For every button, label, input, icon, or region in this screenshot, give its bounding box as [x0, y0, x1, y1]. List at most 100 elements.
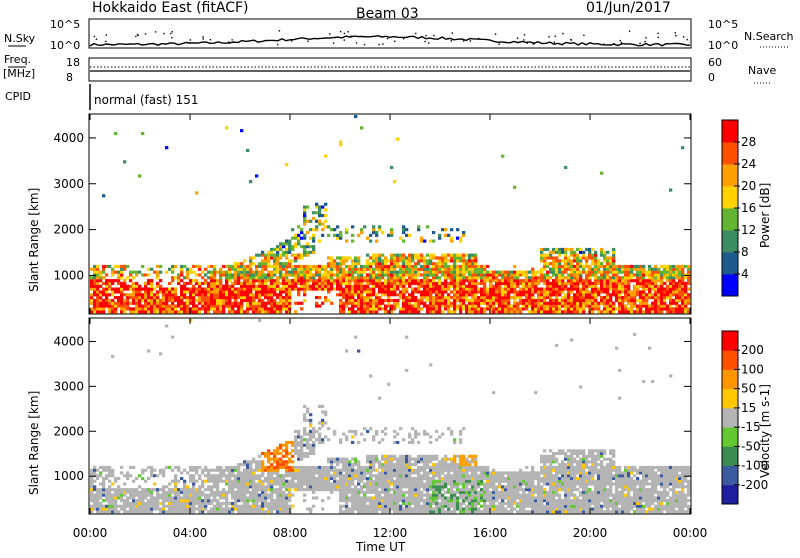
range-gate-cell: [291, 480, 294, 483]
range-gate-cell: [219, 279, 222, 282]
range-gate-cell: [543, 259, 546, 262]
range-gate-cell: [285, 248, 288, 251]
range-gate-cell: [171, 268, 174, 271]
range-gate-cell: [387, 455, 390, 458]
range-gate-cell: [390, 480, 393, 483]
range-gate-cell: [369, 466, 372, 469]
range-gate-cell: [507, 307, 510, 310]
range-gate-cell: [234, 288, 237, 291]
range-gate-cell: [363, 307, 366, 310]
range-gate-cell: [354, 502, 357, 505]
range-gate-cell: [390, 488, 393, 491]
range-gate-cell: [459, 310, 462, 313]
range-gate-cell: [93, 288, 96, 291]
range-gate-cell: [426, 285, 429, 288]
range-gate-cell: [627, 290, 630, 293]
range-gate-cell: [663, 305, 666, 308]
range-gate-cell: [294, 477, 297, 480]
range-gate-cell: [201, 302, 204, 305]
range-gate-cell: [453, 290, 456, 293]
range-gate-cell: [168, 282, 171, 285]
range-gate-cell: [609, 310, 612, 313]
range-gate-cell: [246, 302, 249, 305]
range-gate-cell: [672, 268, 675, 271]
range-gate-cell: [207, 494, 210, 497]
range-gate-cell: [291, 505, 294, 508]
range-gate-cell: [99, 293, 102, 296]
range-gate-cell: [318, 433, 321, 436]
range-gate-cell: [96, 268, 99, 271]
range-gate-cell: [345, 290, 348, 293]
range-gate-cell: [282, 288, 285, 291]
range-gate-cell: [363, 505, 366, 508]
range-gate-cell: [360, 469, 363, 472]
range-gate-cell: [408, 259, 411, 262]
range-gate-cell: [168, 483, 171, 486]
noise-point: [645, 37, 646, 38]
range-gate-cell: [627, 302, 630, 305]
range-gate-cell: [171, 305, 174, 308]
range-gate-cell: [303, 290, 306, 293]
range-gate-cell: [288, 471, 291, 474]
noise-point: [210, 39, 211, 40]
range-gate-cell: [132, 299, 135, 302]
range-gate-cell: [282, 302, 285, 305]
range-gate-cell: [321, 424, 324, 427]
range-gate-cell: [627, 273, 630, 276]
range-gate-cell: [363, 477, 366, 480]
range-gate-cell: [396, 510, 399, 513]
range-gate-cell: [294, 447, 297, 450]
range-gate-cell: [252, 496, 255, 499]
range-gate-cell: [243, 463, 246, 466]
range-gate-cell: [132, 276, 135, 279]
range-gate-cell: [96, 296, 99, 299]
range-gate-cell: [309, 469, 312, 472]
range-gate-cell: [387, 469, 390, 472]
range-gate-cell: [174, 499, 177, 502]
range-gate-cell: [201, 491, 204, 494]
range-gate-cell: [615, 296, 618, 299]
range-gate-cell: [522, 271, 525, 274]
range-gate-cell: [438, 237, 441, 240]
range-gate-cell: [135, 505, 138, 508]
range-gate-cell: [354, 256, 357, 259]
range-gate-cell: [339, 483, 342, 486]
range-gate-cell: [372, 285, 375, 288]
range-gate-cell: [243, 505, 246, 508]
range-gate-cell: [138, 290, 141, 293]
range-gate-cell: [363, 305, 366, 308]
range-gate-cell: [351, 296, 354, 299]
range-gate-cell: [129, 285, 132, 288]
range-gate-cell: [600, 265, 603, 268]
range-gate-cell: [489, 293, 492, 296]
range-gate-cell: [477, 310, 480, 313]
range-gate-cell: [258, 485, 261, 488]
range-gate-cell: [390, 279, 393, 282]
range-gate-cell: [468, 271, 471, 274]
range-gate-cell: [678, 293, 681, 296]
range-gate-cell: [468, 279, 471, 282]
range-gate-cell: [642, 273, 645, 276]
range-gate-cell: [171, 276, 174, 279]
range-gate-cell: [576, 273, 579, 276]
range-gate-cell: [498, 288, 501, 291]
range-gate-cell: [525, 273, 528, 276]
range-gate-cell: [102, 310, 105, 313]
range-gate-cell: [513, 296, 516, 299]
range-gate-cell: [219, 276, 222, 279]
range-gate-cell: [462, 288, 465, 291]
range-gate-cell: [264, 469, 267, 472]
range-gate-cell: [588, 265, 591, 268]
range-gate-cell: [270, 510, 273, 513]
range-gate-cell: [681, 268, 684, 271]
range-gate-cell: [330, 488, 333, 491]
range-gate-cell: [117, 302, 120, 305]
range-gate-cell: [219, 508, 222, 511]
range-gate-cell: [399, 256, 402, 259]
range-gate-cell: [243, 477, 246, 480]
range-gate-cell: [258, 279, 261, 282]
range-gate-cell: [381, 299, 384, 302]
range-gate-cell: [216, 469, 219, 472]
range-gate-cell: [144, 302, 147, 305]
range-gate-cell: [258, 254, 261, 257]
